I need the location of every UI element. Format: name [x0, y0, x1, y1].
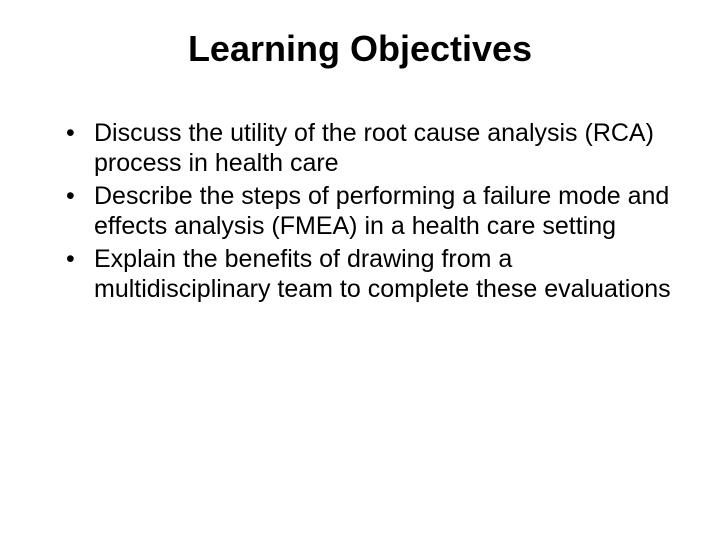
bullet-text: Explain the benefits of drawing from a m…: [94, 245, 671, 303]
bullet-text: Describe the steps of performing a failu…: [94, 182, 669, 240]
list-item: Explain the benefits of drawing from a m…: [66, 244, 672, 304]
slide-title: Learning Objectives: [48, 28, 672, 70]
list-item: Describe the steps of performing a failu…: [66, 181, 672, 241]
slide: Learning Objectives Discuss the utility …: [0, 0, 720, 540]
bullet-text: Discuss the utility of the root cause an…: [94, 119, 654, 177]
bullet-list: Discuss the utility of the root cause an…: [48, 118, 672, 304]
list-item: Discuss the utility of the root cause an…: [66, 118, 672, 178]
